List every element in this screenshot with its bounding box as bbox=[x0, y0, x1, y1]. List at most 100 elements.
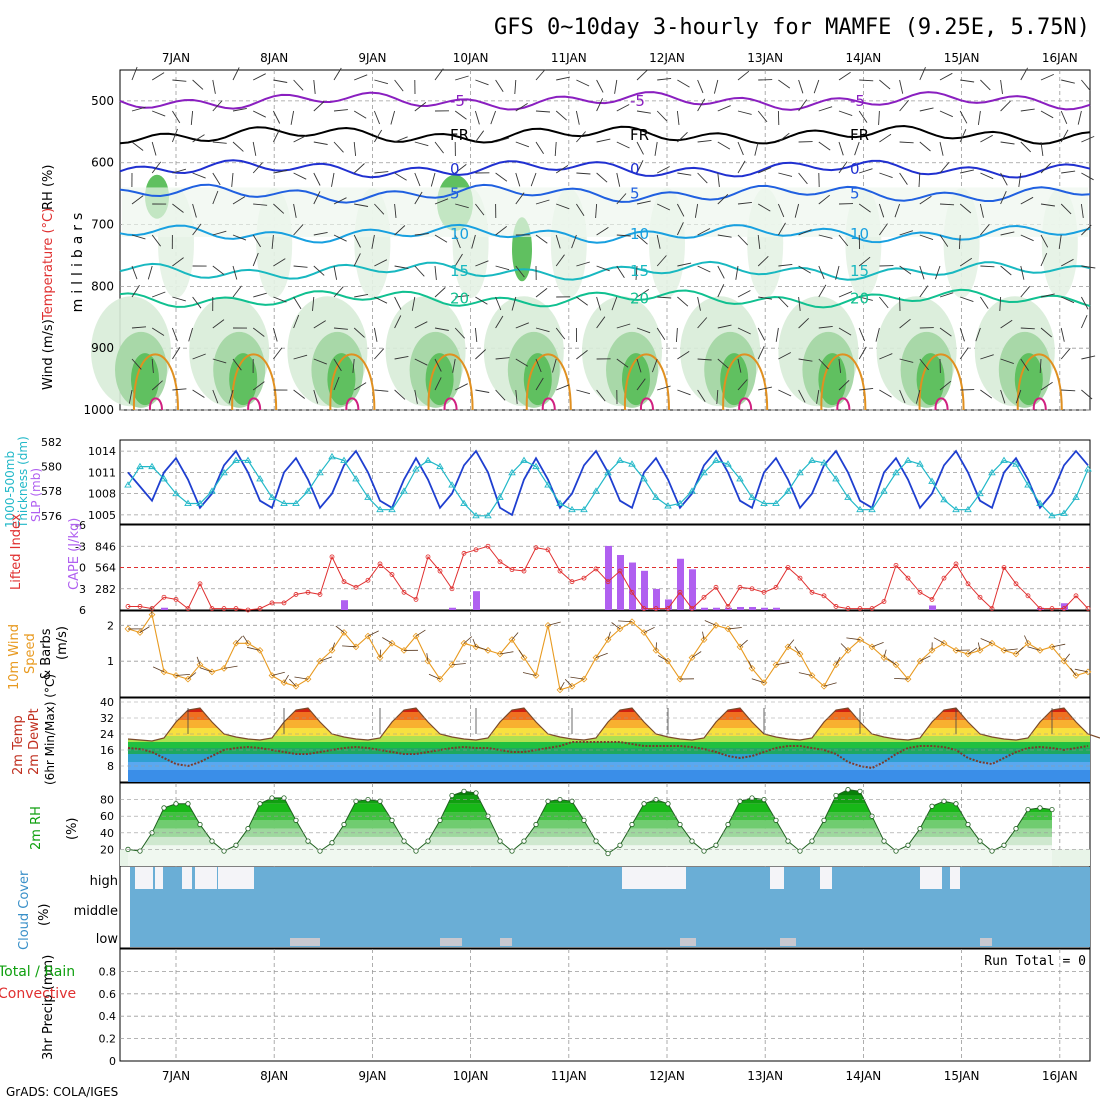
wind-barb-10m bbox=[919, 655, 931, 662]
wind-barb-10m bbox=[704, 620, 717, 626]
wind-barb bbox=[959, 203, 972, 214]
wind-barb bbox=[152, 110, 166, 117]
wind-barb-10m bbox=[511, 632, 519, 640]
li-point bbox=[281, 600, 287, 606]
cape-bar bbox=[725, 607, 732, 610]
wind-barb bbox=[737, 358, 742, 373]
cape-bar bbox=[773, 607, 780, 610]
wind-barb bbox=[899, 230, 914, 236]
rh-point bbox=[413, 848, 419, 854]
li-point bbox=[425, 554, 431, 560]
wind-barb bbox=[434, 234, 448, 243]
cape-bar bbox=[449, 607, 456, 610]
rh-point bbox=[857, 788, 863, 794]
li-point bbox=[413, 596, 419, 602]
pressure-tick: 1000 bbox=[83, 403, 114, 417]
cape-tick: 846 bbox=[95, 540, 116, 553]
wind-barb bbox=[778, 296, 789, 308]
precip-tick: 0.4 bbox=[99, 1010, 117, 1023]
wind-barb bbox=[717, 284, 725, 298]
wind-barb bbox=[172, 110, 181, 124]
wind-barb bbox=[171, 128, 178, 143]
wind-barb bbox=[555, 254, 565, 267]
li-point bbox=[305, 589, 311, 595]
li-point bbox=[461, 550, 467, 556]
rh-point bbox=[905, 842, 911, 848]
temp-band bbox=[128, 736, 1090, 742]
wind-barb bbox=[959, 110, 968, 124]
precip-tick: 0.6 bbox=[99, 988, 117, 1001]
rh-point bbox=[833, 792, 839, 799]
isotherm-hot bbox=[443, 397, 458, 411]
wind-barb-10m bbox=[702, 631, 705, 640]
wind-barb bbox=[818, 358, 829, 370]
wind-barb bbox=[374, 389, 389, 392]
wind-barb bbox=[1060, 203, 1072, 215]
wind-barb-10m bbox=[564, 679, 573, 687]
wind-barb bbox=[1000, 231, 1015, 236]
wind-barb bbox=[1040, 253, 1048, 267]
wind-point bbox=[712, 621, 720, 629]
thickness-point bbox=[532, 462, 540, 470]
wind-barb bbox=[333, 109, 348, 112]
wind-barb bbox=[775, 327, 779, 342]
wind-barb bbox=[596, 79, 604, 93]
wind-barb bbox=[232, 234, 247, 241]
wind-barbs bbox=[128, 66, 1096, 405]
wind-barb bbox=[253, 110, 266, 118]
wind-barb bbox=[1081, 135, 1095, 143]
wind-barb bbox=[576, 350, 588, 360]
wind-point bbox=[556, 686, 564, 694]
wind-barb bbox=[677, 389, 691, 396]
ylabel-rh: RH (%) bbox=[41, 165, 56, 210]
li-point bbox=[545, 547, 551, 553]
wind-barb-10m bbox=[1063, 653, 1071, 662]
wind-point bbox=[316, 657, 324, 665]
wind-barb bbox=[879, 223, 888, 236]
thickness-point bbox=[1000, 456, 1008, 463]
rh-area bbox=[720, 353, 749, 406]
wind-barb bbox=[1060, 129, 1069, 143]
wind-barb bbox=[899, 172, 908, 185]
wind-point bbox=[412, 632, 420, 640]
wind-barb bbox=[879, 133, 892, 143]
thickness-point bbox=[448, 481, 456, 488]
thickness-point bbox=[568, 505, 576, 513]
wind-point bbox=[136, 629, 144, 636]
wind-barb bbox=[293, 79, 304, 91]
wind-barb bbox=[313, 101, 325, 112]
li-point bbox=[233, 606, 239, 611]
wind-barb-10m bbox=[643, 626, 655, 633]
wind-barb bbox=[515, 103, 528, 112]
isotherm-hot bbox=[541, 397, 556, 411]
wind-barb bbox=[838, 234, 849, 247]
wind-barb bbox=[794, 203, 800, 218]
wind-barb bbox=[434, 287, 446, 298]
date-label-bottom: 15JAN bbox=[944, 1069, 980, 1083]
wind-barb bbox=[515, 389, 518, 404]
wind-point bbox=[484, 647, 492, 654]
upper-ylabel-group2: millibars bbox=[70, 208, 86, 313]
wind-barb-10m bbox=[415, 629, 426, 637]
wind-point bbox=[148, 611, 156, 618]
wind-barb bbox=[838, 291, 853, 298]
wind-barb bbox=[151, 358, 154, 374]
wind-barb bbox=[1081, 265, 1096, 269]
li-point bbox=[749, 586, 755, 592]
wind-barb-10m bbox=[223, 665, 238, 669]
wind-barb bbox=[818, 234, 833, 239]
li-point bbox=[317, 592, 323, 597]
wind-barb bbox=[1040, 73, 1054, 81]
wind-barb-10m bbox=[798, 672, 813, 676]
wind-barb-10m bbox=[846, 637, 861, 641]
isotherm-label: 5 bbox=[850, 185, 860, 203]
wind-barb bbox=[272, 110, 281, 124]
wind-barb bbox=[657, 203, 671, 211]
panel-frame-precip bbox=[119, 948, 1091, 1062]
rh-point bbox=[773, 817, 779, 823]
wind-barb bbox=[636, 69, 648, 81]
wind-barb bbox=[273, 258, 286, 267]
li-line bbox=[128, 545, 1089, 611]
li-point bbox=[257, 606, 263, 611]
wind-barb bbox=[313, 389, 319, 404]
